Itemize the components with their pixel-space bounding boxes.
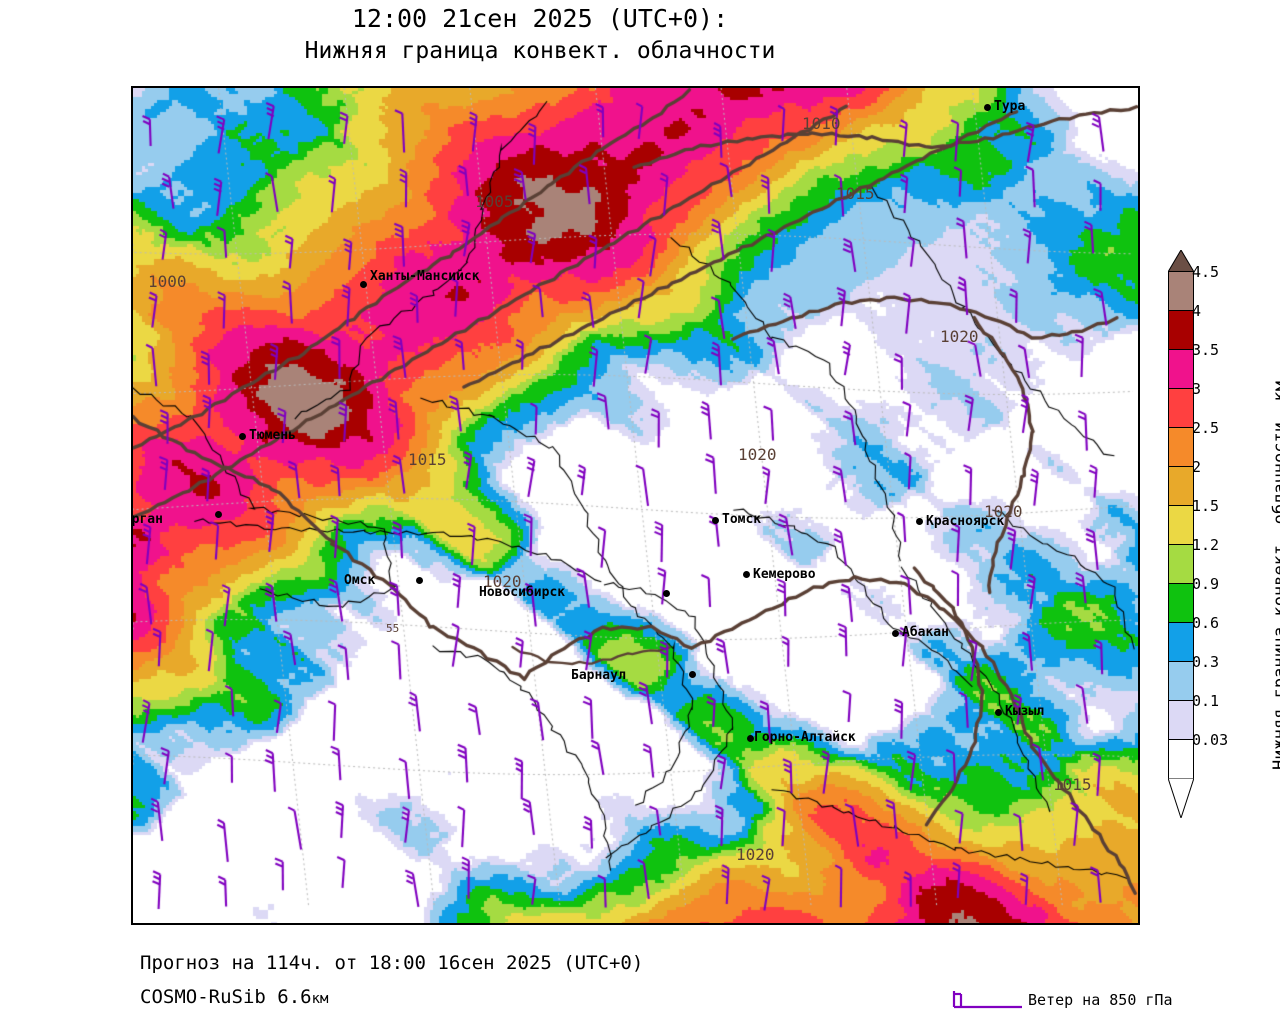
isobar-label: 1005	[475, 192, 514, 211]
isobar-label: 1020	[483, 572, 522, 591]
isobar-label: 1020	[736, 845, 775, 864]
isobar-label: 1000	[148, 272, 187, 291]
colorbar-tick: 0.3	[1192, 653, 1220, 671]
colorbar-band	[1169, 740, 1193, 779]
colorbar-tick: 0.03	[1192, 731, 1229, 749]
city-label: Курган	[131, 512, 163, 527]
city-marker	[743, 571, 750, 578]
wind-legend: Ветер на 850 гПа	[950, 988, 1270, 1018]
colorbar-band	[1169, 272, 1193, 311]
title-line-parameter: Нижняя граница конвект. облачности	[304, 38, 776, 64]
city-label: Тюмень	[249, 428, 296, 443]
model-name: COSMO-RuSib 6.6	[140, 986, 312, 1008]
colorbar-axis-title-text: Нижняя граница конвект. облачности, км	[1270, 381, 1280, 770]
city-label: Томск	[722, 512, 762, 527]
wind-barb-icon	[952, 991, 1022, 1009]
city-label: Кызыл	[1005, 704, 1045, 719]
city-marker	[416, 577, 423, 584]
city-label: Новосибирск	[479, 585, 566, 600]
city-label: Барнаул	[571, 668, 626, 683]
colorbar-tick: 3.5	[1192, 341, 1220, 359]
model-unit: км	[311, 991, 329, 1007]
colorbar-band	[1169, 584, 1193, 623]
colorbar-tick: 2.5	[1192, 419, 1220, 437]
wind-legend-label: Ветер на 850 гПа	[1028, 991, 1173, 1009]
grid-label: 55	[386, 622, 400, 635]
colorbar: 4.5 4 3.5 3 2.5 2 1.5 1.2 0.9 0.6 0.3 0.1 0.03 Нижня…	[1162, 250, 1280, 818]
colorbar-band	[1169, 662, 1193, 701]
isobar-label: 1020	[940, 327, 979, 346]
city-marker	[984, 104, 991, 111]
isobar-label: 1020	[984, 502, 1023, 521]
colorbar-band	[1169, 428, 1193, 467]
city-marker	[663, 590, 670, 597]
colorbar-under-arrow	[1168, 778, 1194, 818]
colorbar-tick: 1.2	[1192, 536, 1220, 554]
city-marker	[239, 433, 246, 440]
city-marker	[995, 709, 1002, 716]
city-label: Абакан	[902, 625, 949, 640]
colorbar-band	[1169, 467, 1193, 506]
city-label: Ханты-Мансийск	[370, 269, 480, 284]
city-marker	[360, 281, 367, 288]
forecast-info: Прогноз на 114ч. от 18:00 16сен 2025 (UT…	[140, 952, 644, 974]
colorbar-band	[1169, 701, 1193, 740]
city-label: Тура	[994, 99, 1026, 114]
colorbar-band	[1169, 311, 1193, 350]
model-info: COSMO-RuSib 6.6км	[140, 986, 328, 1008]
city-marker	[215, 511, 222, 518]
page-title: 12:00 21сен 2025 (UTC+0): Нижняя граница…	[0, 4, 1080, 66]
city-marker	[747, 735, 754, 742]
colorbar-tick: 1.5	[1192, 497, 1220, 515]
city-marker	[892, 630, 899, 637]
isobar-label: 1010	[802, 114, 841, 133]
city-marker	[916, 518, 923, 525]
colorbar-over-arrow	[1168, 250, 1194, 272]
colorbar-tick: 4	[1192, 302, 1202, 320]
colorbar-tick: 0.9	[1192, 575, 1220, 593]
colorbar-band	[1169, 506, 1193, 545]
colorbar-tick: 0.1	[1192, 692, 1220, 710]
isobar-label: 1015	[408, 450, 447, 469]
colorbar-tick: 3	[1192, 380, 1202, 398]
city-marker	[712, 517, 719, 524]
colorbar-bands	[1168, 271, 1194, 779]
title-line-datetime: 12:00 21сен 2025 (UTC+0):	[351, 4, 729, 33]
colorbar-band	[1169, 545, 1193, 584]
colorbar-tick: 2	[1192, 458, 1202, 476]
isobar-label: 1020	[738, 445, 777, 464]
colorbar-band	[1169, 350, 1193, 389]
map-frame[interactable]: 1000 1005 1010 1015 1015 1020 1020 1020 1020 1020…	[131, 86, 1140, 925]
city-marker	[689, 671, 696, 678]
city-label: Горно-Алтайск	[754, 730, 856, 745]
colorbar-axis-title: Нижняя граница конвект. облачности, км	[1248, 250, 1280, 795]
city-label: Омск	[344, 573, 376, 588]
colorbar-band	[1169, 389, 1193, 428]
city-label: Кемерово	[753, 567, 816, 582]
colorbar-tick: 4.5	[1192, 263, 1220, 281]
isobar-label: 1015	[836, 184, 875, 203]
isobar-label: 1015	[1053, 775, 1092, 794]
colorbar-tick: 0.6	[1192, 614, 1220, 632]
map-canvas[interactable]	[133, 88, 1138, 923]
city-label: Красноярск	[926, 514, 1005, 529]
colorbar-band	[1169, 623, 1193, 662]
